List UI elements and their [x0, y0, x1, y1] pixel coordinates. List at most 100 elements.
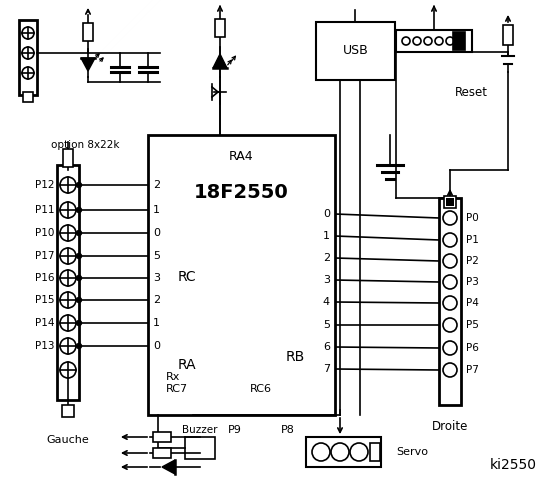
Text: Droite: Droite [432, 420, 468, 433]
Text: P8: P8 [281, 425, 295, 435]
Text: 2: 2 [153, 180, 160, 190]
Text: 5: 5 [153, 251, 160, 261]
Text: 3: 3 [153, 273, 160, 283]
Bar [83, 23, 93, 41]
Circle shape [413, 37, 421, 45]
Bar [396, 30, 472, 52]
Bar [62, 405, 74, 417]
Circle shape [443, 233, 457, 247]
Circle shape [350, 443, 368, 461]
Text: ki2550: ki2550 [489, 458, 536, 472]
Text: option 8x22k: option 8x22k [51, 140, 119, 150]
Text: 0: 0 [153, 341, 160, 351]
Circle shape [76, 182, 81, 188]
Circle shape [60, 338, 76, 354]
Circle shape [22, 27, 34, 39]
Polygon shape [81, 58, 95, 71]
Bar [503, 25, 513, 45]
Text: P3: P3 [466, 277, 479, 287]
Text: 0: 0 [153, 228, 160, 238]
Circle shape [443, 275, 457, 289]
Text: Rx: Rx [166, 372, 180, 382]
Circle shape [424, 37, 432, 45]
Text: 1: 1 [323, 231, 330, 241]
Bar [444, 196, 456, 208]
Text: P6: P6 [466, 343, 479, 353]
Circle shape [60, 270, 76, 286]
Text: 0: 0 [323, 209, 330, 219]
Circle shape [60, 225, 76, 241]
Text: Gauche: Gauche [46, 435, 90, 445]
Circle shape [402, 37, 410, 45]
Text: P15: P15 [34, 295, 54, 305]
Bar [215, 19, 225, 37]
Text: RC6: RC6 [250, 384, 272, 394]
Text: 6: 6 [323, 342, 330, 352]
Bar [57, 165, 79, 400]
Text: 4: 4 [323, 297, 330, 307]
Text: RA4: RA4 [229, 151, 254, 164]
Text: P14: P14 [34, 318, 54, 328]
Circle shape [76, 276, 81, 280]
Circle shape [443, 254, 457, 268]
Text: P2: P2 [466, 256, 479, 266]
Text: P9: P9 [228, 425, 242, 435]
Text: 1: 1 [153, 318, 160, 328]
Circle shape [443, 211, 457, 225]
Circle shape [76, 207, 81, 213]
Circle shape [60, 292, 76, 308]
Bar [370, 443, 380, 461]
Circle shape [60, 315, 76, 331]
Text: P11: P11 [34, 205, 54, 215]
Circle shape [443, 363, 457, 377]
Text: 18F2550: 18F2550 [194, 183, 289, 203]
Bar [153, 432, 171, 442]
Text: 3: 3 [323, 275, 330, 285]
Bar [23, 92, 33, 102]
Circle shape [60, 177, 76, 193]
Text: P1: P1 [466, 235, 479, 245]
Text: P12: P12 [34, 180, 54, 190]
Bar [453, 32, 465, 50]
Circle shape [76, 298, 81, 302]
Text: Reset: Reset [455, 86, 488, 99]
Text: Servo: Servo [396, 447, 428, 457]
Circle shape [76, 230, 81, 236]
Text: USB: USB [343, 45, 368, 58]
Circle shape [443, 318, 457, 332]
Circle shape [443, 341, 457, 355]
Text: P0: P0 [466, 213, 479, 223]
Bar [19, 20, 37, 95]
Text: P16: P16 [34, 273, 54, 283]
Bar [185, 437, 215, 459]
Text: Buzzer: Buzzer [182, 425, 218, 435]
Text: 2: 2 [323, 253, 330, 263]
Text: P10: P10 [35, 228, 54, 238]
Text: RC7: RC7 [166, 384, 188, 394]
Circle shape [312, 443, 330, 461]
Bar [306, 437, 381, 467]
Text: P7: P7 [466, 365, 479, 375]
Circle shape [22, 47, 34, 59]
Text: 1: 1 [153, 205, 160, 215]
Circle shape [60, 362, 76, 378]
Bar [316, 22, 395, 80]
Bar [446, 198, 454, 206]
Circle shape [60, 202, 76, 218]
Text: RB: RB [286, 350, 305, 364]
Text: 2: 2 [153, 295, 160, 305]
Text: RA: RA [178, 358, 197, 372]
Circle shape [22, 67, 34, 79]
Circle shape [443, 296, 457, 310]
Circle shape [76, 344, 81, 348]
Text: P4: P4 [466, 298, 479, 308]
Text: P13: P13 [34, 341, 54, 351]
Text: P5: P5 [466, 320, 479, 330]
Circle shape [331, 443, 349, 461]
Bar [439, 198, 461, 405]
Text: 5: 5 [323, 320, 330, 330]
Text: RC: RC [178, 270, 197, 284]
Polygon shape [162, 460, 175, 474]
Circle shape [76, 253, 81, 259]
Bar [153, 448, 171, 458]
